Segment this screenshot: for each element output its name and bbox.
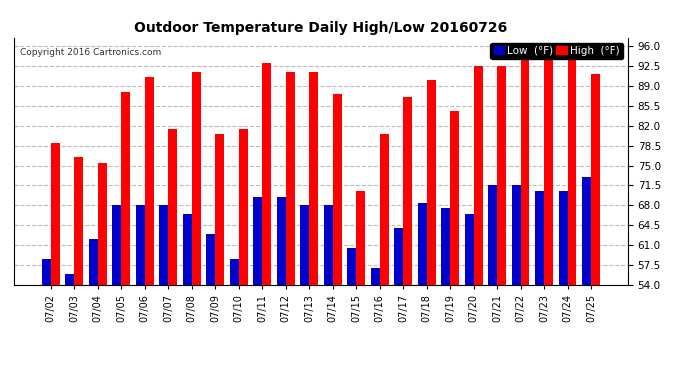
Bar	[464, 214, 473, 285]
Bar	[380, 134, 388, 285]
Bar	[239, 129, 248, 285]
Bar	[50, 143, 59, 285]
Bar	[371, 268, 380, 285]
Bar	[253, 197, 262, 285]
Bar	[206, 234, 215, 285]
Bar	[230, 260, 239, 285]
Bar	[512, 185, 520, 285]
Bar	[277, 197, 286, 285]
Bar	[544, 60, 553, 285]
Bar	[168, 129, 177, 285]
Title: Outdoor Temperature Daily High/Low 20160726: Outdoor Temperature Daily High/Low 20160…	[135, 21, 507, 35]
Bar	[309, 72, 318, 285]
Bar	[300, 206, 309, 285]
Bar	[159, 206, 168, 285]
Bar	[333, 94, 342, 285]
Bar	[262, 63, 271, 285]
Bar	[183, 214, 192, 285]
Bar	[426, 80, 435, 285]
Bar	[192, 72, 201, 285]
Bar	[41, 260, 50, 285]
Bar	[488, 185, 497, 285]
Bar	[97, 163, 106, 285]
Bar	[591, 75, 600, 285]
Bar	[441, 208, 450, 285]
Bar	[347, 248, 356, 285]
Bar	[145, 77, 154, 285]
Bar	[112, 206, 121, 285]
Bar	[568, 49, 576, 285]
Bar	[450, 111, 459, 285]
Bar	[403, 97, 412, 285]
Bar	[535, 191, 544, 285]
Bar	[559, 191, 568, 285]
Bar	[497, 66, 506, 285]
Bar	[286, 72, 295, 285]
Bar	[582, 177, 591, 285]
Bar	[136, 206, 145, 285]
Bar	[417, 202, 426, 285]
Text: Copyright 2016 Cartronics.com: Copyright 2016 Cartronics.com	[20, 48, 161, 57]
Bar	[66, 274, 74, 285]
Bar	[394, 228, 403, 285]
Legend: Low  (°F), High  (°F): Low (°F), High (°F)	[491, 43, 622, 59]
Bar	[121, 92, 130, 285]
Bar	[473, 66, 482, 285]
Bar	[74, 157, 83, 285]
Bar	[520, 46, 529, 285]
Bar	[356, 191, 365, 285]
Bar	[215, 134, 224, 285]
Bar	[89, 240, 97, 285]
Bar	[324, 206, 333, 285]
